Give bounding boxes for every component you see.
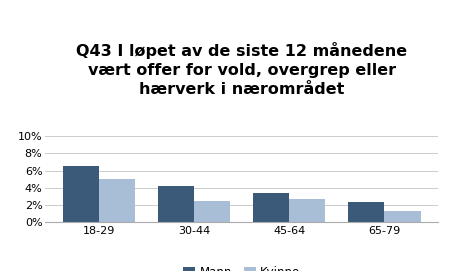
Text: Q43 I løpet av de siste 12 månedene
vært offer for vold, overgrep eller
hærverk : Q43 I løpet av de siste 12 månedene vært…: [76, 42, 406, 97]
Bar: [63, 166, 99, 222]
Bar: [348, 202, 384, 222]
Legend: Mann, Kvinne: Mann, Kvinne: [178, 261, 304, 271]
Bar: [194, 201, 230, 222]
Bar: [384, 211, 419, 222]
Bar: [158, 186, 194, 222]
Bar: [289, 199, 325, 222]
Bar: [99, 179, 135, 222]
Bar: [253, 193, 289, 222]
